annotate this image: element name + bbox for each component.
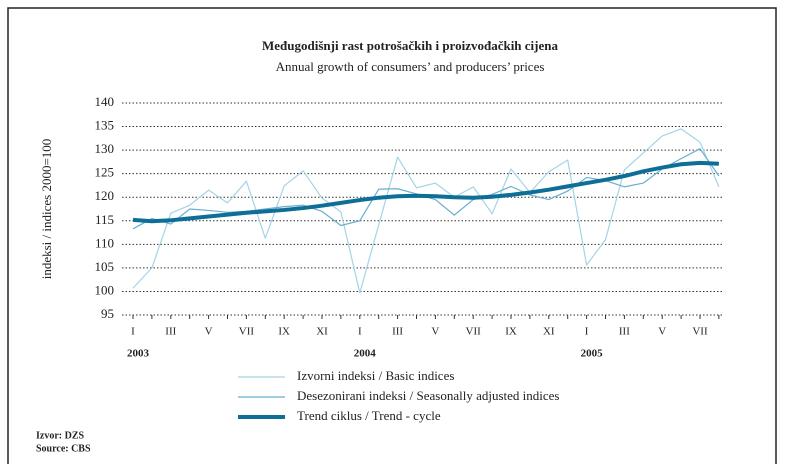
x-tick-label: I [358, 326, 362, 338]
chart-title: Međugodišnji rast potrošačkih i proizvođ… [262, 38, 559, 53]
x-tick-label: V [431, 326, 439, 338]
legend-label: Trend ciklus / Trend - cycle [297, 408, 441, 423]
x-tick-label: I [585, 326, 589, 338]
y-axis-label: indeksi / indices 2000=100 [39, 139, 54, 280]
x-tick-label: IX [278, 326, 290, 338]
x-tick-label: VII [466, 326, 482, 338]
x-tick-label: III [165, 326, 176, 338]
y-tick-label: 95 [101, 306, 114, 321]
source: Izvor: DZS [36, 430, 84, 441]
series-line [132, 160, 719, 224]
x-tick-label: VII [692, 326, 708, 338]
x-tick-label: I [131, 326, 135, 338]
year-label: 2005 [581, 348, 604, 360]
y-tick-label: 110 [95, 235, 114, 250]
y-tick-label: 115 [95, 212, 114, 227]
x-tick-label: III [619, 326, 630, 338]
y-tick-label: 140 [95, 94, 115, 109]
y-tick-label: 125 [95, 165, 115, 180]
year-label: 2004 [354, 348, 377, 360]
legend-label: Desezonirani indeksi / Seasonally adjust… [297, 388, 559, 403]
chart-subtitle: Annual growth of consumers’ and producer… [276, 59, 545, 74]
legend-label: Izvorni indeksi / Basic indices [297, 368, 454, 383]
x-tick-label: VII [239, 326, 255, 338]
x-tick-label: IX [505, 326, 517, 338]
x-tick-label: V [658, 326, 666, 338]
y-tick-label: 100 [95, 282, 115, 297]
x-tick-label: III [392, 326, 403, 338]
y-tick-label: 105 [95, 259, 115, 274]
x-tick-label: V [205, 326, 213, 338]
series-line [132, 128, 720, 294]
x-tick-label: XI [543, 326, 555, 338]
y-tick-label: 130 [95, 141, 115, 156]
y-tick-label: 135 [95, 118, 115, 133]
frame [7, 7, 777, 464]
y-tick-label: 120 [95, 188, 115, 203]
source: Source: CBS [36, 443, 91, 454]
x-tick-label: XI [316, 326, 328, 338]
year-label: 2003 [127, 348, 150, 360]
